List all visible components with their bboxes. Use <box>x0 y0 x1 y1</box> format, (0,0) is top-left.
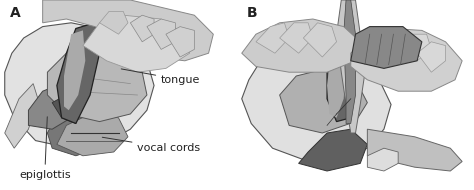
Polygon shape <box>379 30 408 57</box>
Text: B: B <box>246 6 257 20</box>
Polygon shape <box>52 95 81 124</box>
Polygon shape <box>344 0 356 124</box>
Polygon shape <box>242 38 391 160</box>
Polygon shape <box>28 84 76 129</box>
Polygon shape <box>367 129 462 171</box>
Polygon shape <box>351 28 462 91</box>
Polygon shape <box>57 114 128 156</box>
Polygon shape <box>166 27 194 57</box>
Text: vocal cords: vocal cords <box>102 137 201 153</box>
Polygon shape <box>43 0 213 61</box>
Polygon shape <box>147 19 175 49</box>
Polygon shape <box>303 23 337 57</box>
Polygon shape <box>130 15 154 42</box>
Polygon shape <box>280 68 367 133</box>
Polygon shape <box>237 0 474 190</box>
Polygon shape <box>367 148 398 171</box>
Polygon shape <box>327 34 360 122</box>
Text: tongue: tongue <box>121 69 201 85</box>
Polygon shape <box>47 46 147 122</box>
Text: A: A <box>9 6 20 20</box>
Polygon shape <box>299 129 367 171</box>
Polygon shape <box>57 23 100 124</box>
Polygon shape <box>47 99 107 156</box>
Text: epiglottis: epiglottis <box>19 117 71 180</box>
Polygon shape <box>83 15 190 72</box>
Polygon shape <box>100 11 128 34</box>
Polygon shape <box>242 19 360 72</box>
Polygon shape <box>64 30 85 110</box>
Polygon shape <box>5 84 38 148</box>
Polygon shape <box>327 42 346 118</box>
Polygon shape <box>351 27 422 68</box>
Polygon shape <box>5 23 154 148</box>
Polygon shape <box>280 23 313 53</box>
Polygon shape <box>417 42 446 72</box>
Polygon shape <box>0 0 237 190</box>
Polygon shape <box>95 15 185 57</box>
Polygon shape <box>398 34 431 61</box>
Polygon shape <box>337 0 365 133</box>
Polygon shape <box>256 23 289 53</box>
